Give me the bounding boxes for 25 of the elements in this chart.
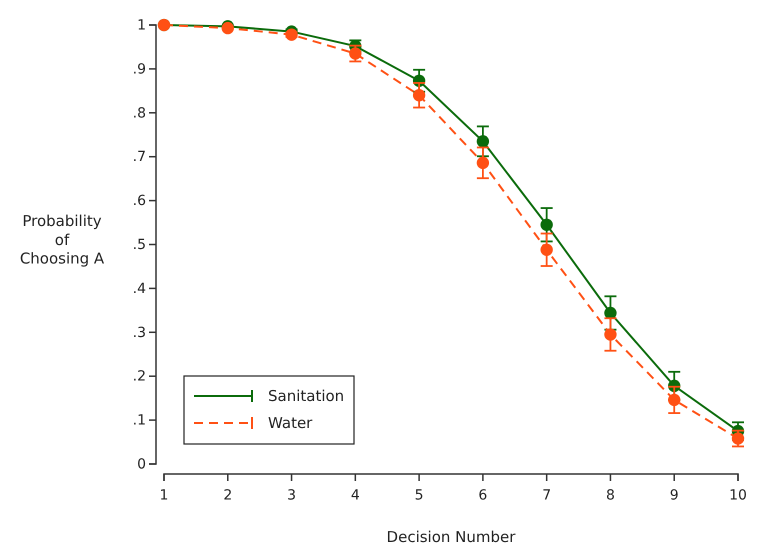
y-tick-label: 0 (137, 456, 146, 472)
x-tick-label: 7 (542, 487, 552, 504)
y-tick-label: 1 (137, 17, 146, 34)
x-tick-label: 4 (350, 487, 360, 504)
y-tick-label: .5 (132, 236, 146, 253)
x-tick-label: 6 (478, 487, 488, 504)
y-tick-label: .2 (132, 368, 146, 385)
x-tick-label: 8 (606, 487, 615, 504)
x-tick-label: 10 (729, 487, 747, 504)
y-tick-label: .6 (132, 193, 146, 210)
x-tick-label: 3 (287, 487, 296, 504)
x-tick-label: 5 (414, 487, 424, 504)
y-tick-label: .1 (132, 412, 146, 429)
x-tick-label: 9 (670, 487, 679, 504)
y-axis-title: Probability of Choosing A (20, 212, 105, 268)
y-tick-label: .4 (132, 280, 146, 297)
y-tick-label: .3 (132, 324, 146, 341)
legend-label: Water (268, 414, 314, 432)
legend-label: Sanitation (268, 387, 344, 405)
x-axis-title: Decision Number (386, 528, 516, 546)
x-tick-label: 1 (160, 487, 168, 504)
y-tick-label: .7 (132, 149, 146, 166)
y-tick-label: .9 (132, 61, 146, 78)
x-tick-label: 2 (223, 487, 232, 504)
y-tick-label: .8 (132, 105, 146, 122)
